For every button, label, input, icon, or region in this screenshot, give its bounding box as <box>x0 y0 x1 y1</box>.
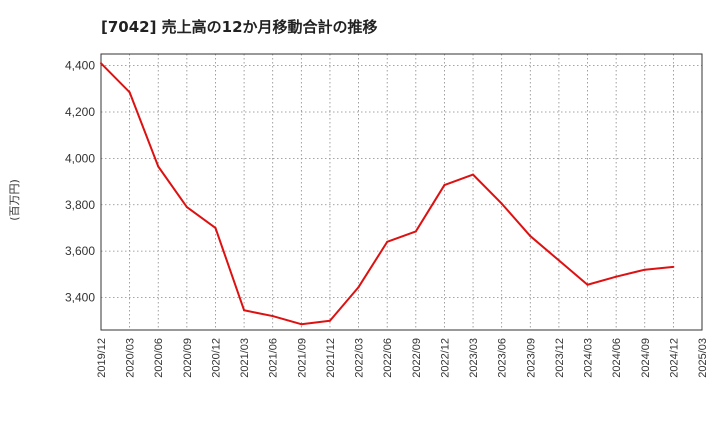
x-tick-label: 2022/12 <box>439 338 451 378</box>
data-point <box>271 315 274 318</box>
plot-frame <box>100 53 703 331</box>
x-tick-label: 2019/12 <box>96 338 108 378</box>
x-tick-label: 2023/06 <box>497 338 509 378</box>
x-tick-label: 2021/03 <box>239 338 251 378</box>
x-axis-ticks: 2019/12 2020/03 2020/06 2020/09 2020/12 2021/… <box>96 338 709 378</box>
x-tick-label: 2022/03 <box>354 338 366 378</box>
data-point <box>414 230 417 233</box>
y-tick-label: 3,800 <box>65 198 95 212</box>
data-point <box>243 309 246 312</box>
data-point <box>529 235 532 238</box>
x-tick-label: 2022/09 <box>411 338 423 378</box>
data-point <box>500 202 503 205</box>
y-axis-label: (百万円) <box>8 179 21 221</box>
y-tick-label: 4,000 <box>65 151 95 165</box>
data-point <box>386 240 389 243</box>
data-point <box>443 184 446 187</box>
data-point <box>328 319 331 322</box>
grid-layer <box>101 54 702 330</box>
data-point <box>357 286 360 289</box>
data-point <box>557 259 560 262</box>
x-tick-label: 2024/03 <box>583 338 595 378</box>
y-axis-ticks: 3,400 3,600 3,800 4,000 4,200 4,400 <box>65 59 95 305</box>
data-point <box>643 268 646 271</box>
x-tick-label: 2020/09 <box>182 338 194 378</box>
y-tick-label: 4,400 <box>65 59 95 73</box>
data-point <box>672 265 675 268</box>
x-tick-label: 2024/06 <box>611 338 623 378</box>
x-tick-label: 2020/12 <box>210 338 222 378</box>
data-point <box>214 226 217 229</box>
data-point <box>615 275 618 278</box>
data-point <box>100 62 102 65</box>
data-point <box>586 283 589 286</box>
x-tick-label: 2020/03 <box>125 338 137 378</box>
data-point <box>128 91 131 94</box>
x-tick-label: 2025/03 <box>697 338 709 378</box>
x-tick-label: 2024/12 <box>668 338 680 378</box>
x-tick-label: 2020/06 <box>153 338 165 378</box>
x-tick-label: 2023/12 <box>554 338 566 378</box>
data-point <box>300 323 303 326</box>
x-tick-label: 2021/09 <box>296 338 308 378</box>
y-tick-label: 4,200 <box>65 105 95 119</box>
data-point <box>157 165 160 168</box>
y-tick-label: 3,400 <box>65 291 95 305</box>
x-tick-label: 2021/06 <box>268 338 280 378</box>
chart-title: [7042] 売上高の12か月移動合計の推移 <box>101 18 378 36</box>
x-tick-label: 2021/12 <box>325 338 337 378</box>
series-layer <box>100 62 675 326</box>
x-tick-label: 2023/03 <box>468 338 480 378</box>
data-point <box>185 206 188 209</box>
x-tick-label: 2022/06 <box>382 338 394 378</box>
y-tick-label: 3,600 <box>65 244 95 258</box>
data-point <box>472 173 475 176</box>
x-tick-label: 2024/09 <box>640 338 652 378</box>
x-tick-label: 2023/09 <box>525 338 537 378</box>
